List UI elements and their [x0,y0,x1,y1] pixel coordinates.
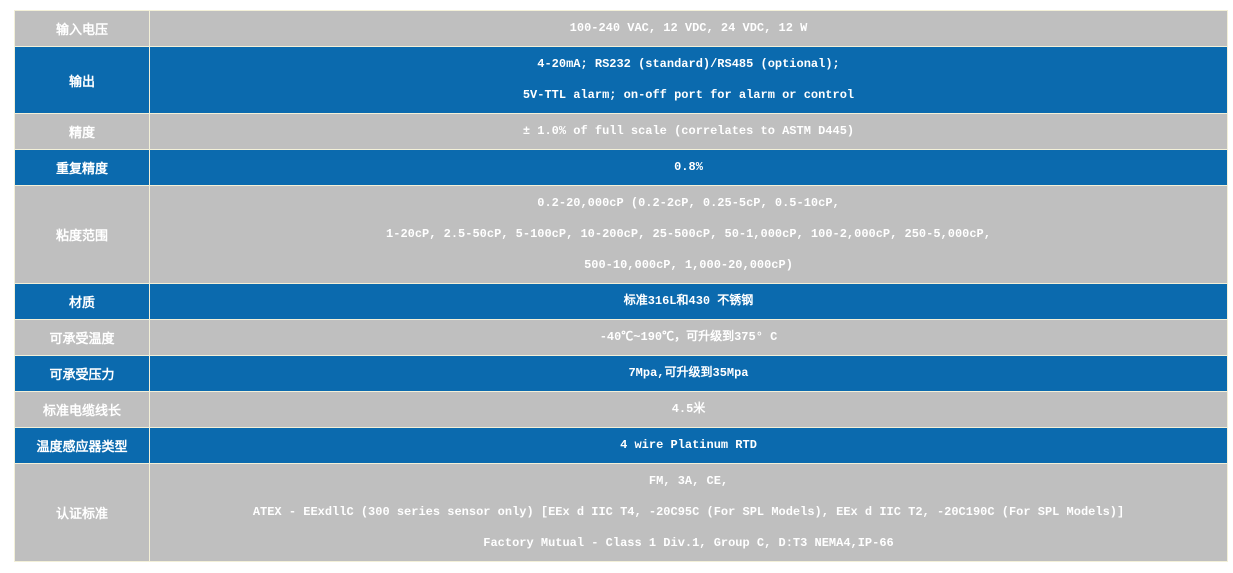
spec-value: 4.5米 [149,391,1228,428]
spec-table: 输入电压 100-240 VAC, 12 VDC, 24 VDC, 12 W 输出 4… [14,10,1228,562]
spec-value: 100-240 VAC, 12 VDC, 24 VDC, 12 W [149,10,1228,47]
spec-row: 可承受压力 7Mpa,可升级到35Mpa [14,355,1228,392]
value-line: ATEX - EExdllC (300 series sensor only) … [252,505,1125,519]
spec-value: 7Mpa,可升级到35Mpa [149,355,1228,392]
spec-label: 可承受压力 [14,355,150,392]
value-line: 4.5米 [671,402,706,416]
spec-row: 温度感应器类型 4 wire Platinum RTD [14,427,1228,464]
value-line: 标准316L和430 不锈钢 [623,294,754,308]
value-line: -40℃~190℃，可升级到375° C [599,330,778,344]
spec-label: 材质 [14,283,150,320]
value-line: 4 wire Platinum RTD [620,438,757,452]
value-line: ± 1.0% of full scale (correlates to ASTM… [522,124,855,138]
value-line: 5V-TTL alarm; on-off port for alarm or c… [522,88,855,102]
spec-row: 输出 4-20mA; RS232 (standard)/RS485 (option… [14,46,1228,114]
spec-label: 标准电缆线长 [14,391,150,428]
spec-value: 0.8% [149,149,1228,186]
value-line: 0.8% [674,160,703,174]
value-line: 7Mpa,可升级到35Mpa [628,366,749,380]
value-line: FM, 3A, CE, [648,474,729,488]
spec-label: 可承受温度 [14,319,150,356]
spec-row: 可承受温度 -40℃~190℃，可升级到375° C [14,319,1228,356]
value-line: 4-20mA; RS232 (standard)/RS485 (optional… [537,57,840,71]
spec-row: 重复精度 0.8% [14,149,1228,186]
spec-label: 粘度范围 [14,185,150,284]
spec-value: 标准316L和430 不锈钢 [149,283,1228,320]
spec-value: FM, 3A, CE, ATEX - EExdllC (300 series se… [149,463,1228,562]
value-line: 100-240 VAC, 12 VDC, 24 VDC, 12 W [569,21,808,35]
spec-value: 0.2-20,000cP (0.2-2cP, 0.25-5cP, 0.5-10c… [149,185,1228,284]
value-line: 0.2-20,000cP (0.2-2cP, 0.25-5cP, 0.5-10c… [537,196,840,210]
spec-row: 输入电压 100-240 VAC, 12 VDC, 24 VDC, 12 W [14,10,1228,47]
spec-row: 认证标准 FM, 3A, CE, ATEX - EExdllC (300 serie… [14,463,1228,562]
value-line: 500-10,000cP, 1,000-20,000cP) [584,258,793,272]
spec-label: 重复精度 [14,149,150,186]
value-line: Factory Mutual - Class 1 Div.1, Group C,… [483,536,894,550]
spec-value: 4 wire Platinum RTD [149,427,1228,464]
spec-label: 输出 [14,46,150,114]
spec-row: 材质 标准316L和430 不锈钢 [14,283,1228,320]
spec-value: 4-20mA; RS232 (standard)/RS485 (optional… [149,46,1228,114]
spec-value: -40℃~190℃，可升级到375° C [149,319,1228,356]
spec-value: ± 1.0% of full scale (correlates to ASTM… [149,113,1228,150]
spec-row: 粘度范围 0.2-20,000cP (0.2-2cP, 0.25-5cP, 0.5… [14,185,1228,284]
value-line: 1-20cP, 2.5-50cP, 5-100cP, 10-200cP, 25-… [386,227,991,241]
spec-label: 精度 [14,113,150,150]
spec-row: 标准电缆线长 4.5米 [14,391,1228,428]
spec-label: 输入电压 [14,10,150,47]
spec-label: 认证标准 [14,463,150,562]
spec-label: 温度感应器类型 [14,427,150,464]
spec-row: 精度 ± 1.0% of full scale (correlates to AS… [14,113,1228,150]
